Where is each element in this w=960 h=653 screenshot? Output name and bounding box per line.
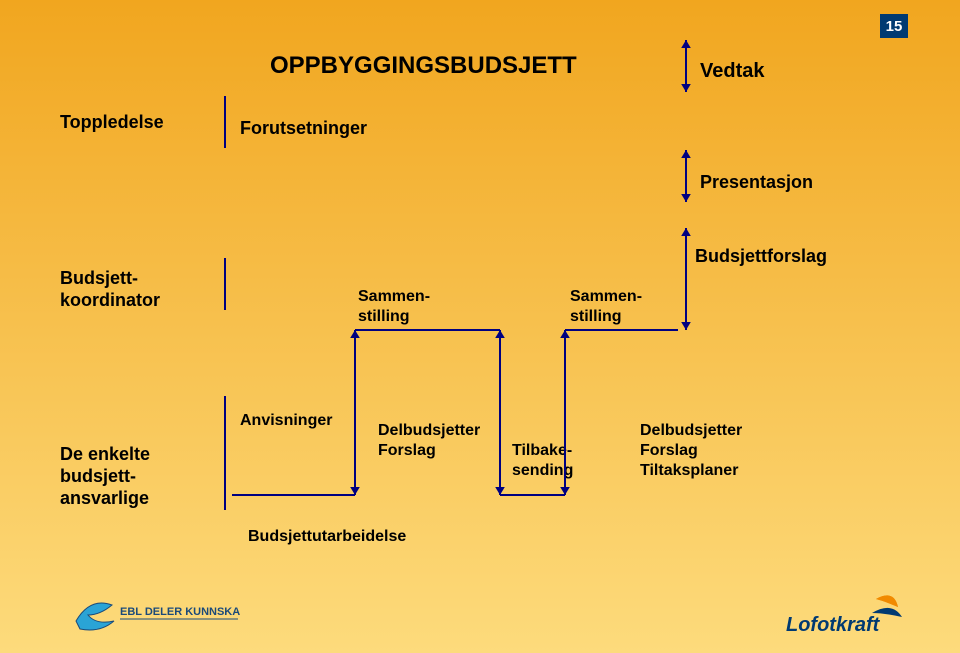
lofotkraft-logo-text: Lofotkraft (786, 614, 881, 636)
ebl-logo-text: EBL DELER KUNNSKAP (120, 606, 240, 618)
lofotkraft-logo: Lofotkraft (780, 583, 920, 639)
process-diagram (0, 0, 960, 653)
ebl-logo: EBL DELER KUNNSKAP (70, 591, 240, 635)
